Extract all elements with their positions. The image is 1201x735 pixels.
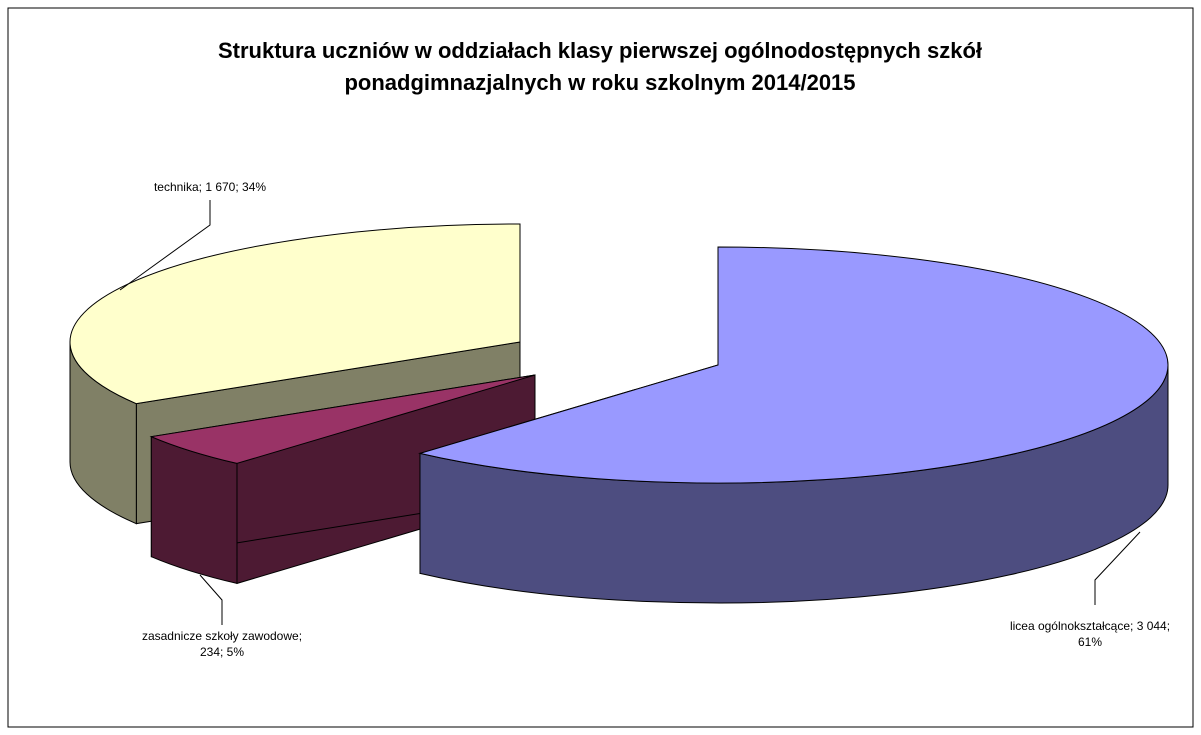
label-part: ; <box>220 645 227 659</box>
pie-slice <box>418 246 1169 604</box>
label-part: ; <box>299 629 302 643</box>
label-part: zasadnicze szkoły zawodowe <box>142 629 299 643</box>
leader-line <box>199 574 223 625</box>
label-part: 3 044 <box>1137 619 1167 633</box>
label-part: ; <box>199 180 206 194</box>
label-part: 5% <box>227 645 245 659</box>
chart-title: Struktura uczniów w oddziałach klasy pie… <box>218 38 982 63</box>
label-part: technika <box>154 180 199 194</box>
slice-top <box>418 246 1169 484</box>
label-part: ; <box>1167 619 1170 633</box>
label-part: 1 670 <box>205 180 235 194</box>
label-part: 34% <box>242 180 266 194</box>
chart-title: ponadgimnazjalnych w roku szkolnym 2014/… <box>344 70 855 95</box>
label-part: ; <box>1130 619 1137 633</box>
label-part: 234 <box>200 645 220 659</box>
label-part: licea ogólnokształcące <box>1010 619 1130 633</box>
label-part: 61% <box>1078 635 1102 649</box>
label-part: ; <box>235 180 242 194</box>
leader-line <box>1094 531 1141 605</box>
pie-slice <box>149 374 536 585</box>
slice-top <box>149 374 536 464</box>
data-label: licea ogólnokształcące; 3 044; 61% <box>1010 619 1170 649</box>
data-label: technika; 1 670; 34% <box>154 180 266 194</box>
leader-line <box>119 200 211 291</box>
data-label: zasadnicze szkoły zawodowe; 234; 5% <box>142 629 302 659</box>
